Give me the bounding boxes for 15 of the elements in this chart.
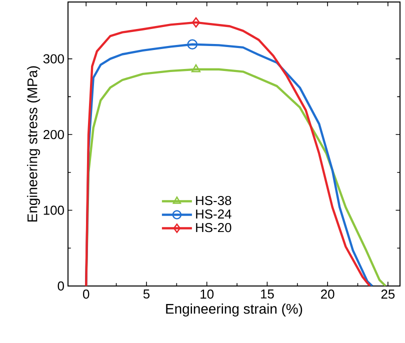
x-axis-title: Engineering strain (%) <box>166 304 302 317</box>
x-tick-label: 5 <box>143 290 150 299</box>
y-tick-label: 300 <box>43 54 64 64</box>
legend-label: HS-38 <box>196 196 232 206</box>
y-tick-label: 100 <box>44 206 64 215</box>
y-axis-title: Engineering stress (MPa) <box>27 66 40 222</box>
x-tick-label: 25 <box>381 290 395 299</box>
y-tick-label: 200 <box>44 130 64 140</box>
x-tick-label: 10 <box>200 290 214 299</box>
x-tick-label: 0 <box>83 290 90 299</box>
y-tick-label: 0 <box>58 281 64 291</box>
x-tick-label: 20 <box>321 290 334 299</box>
legend-label: HS-20 <box>196 222 232 232</box>
x-tick-label: 15 <box>260 290 274 299</box>
legend-label: HS-24 <box>196 209 232 219</box>
